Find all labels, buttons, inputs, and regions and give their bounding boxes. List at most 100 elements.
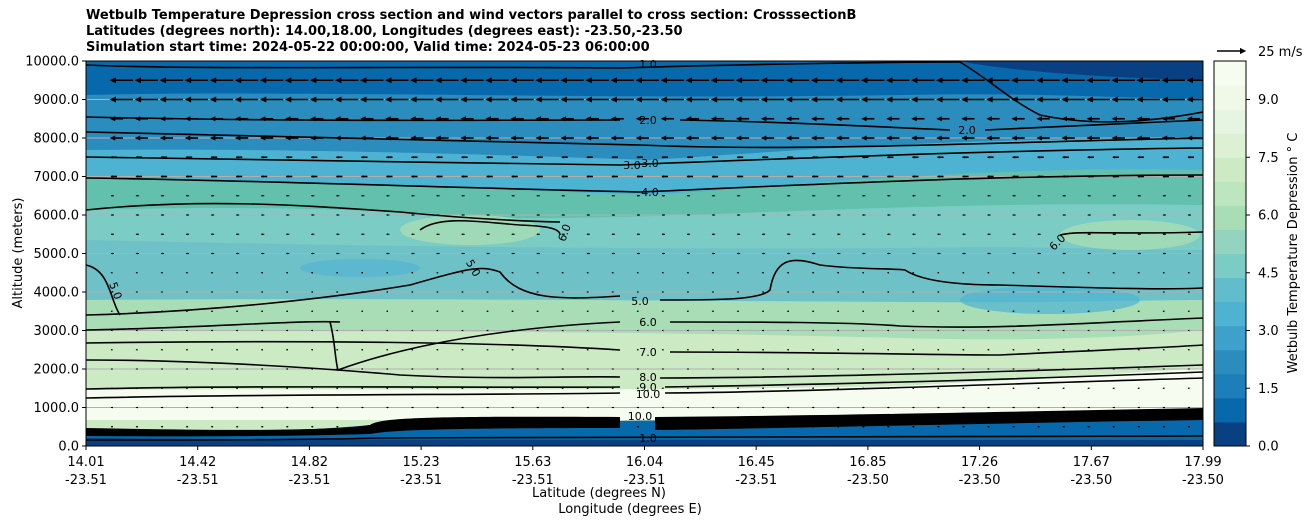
wind-vector-head — [385, 77, 392, 84]
wind-vector-head — [259, 77, 267, 84]
wind-vector-head — [711, 214, 714, 216]
wind-vector-head — [386, 310, 389, 313]
wind-vector-head — [686, 271, 689, 274]
wind-reference-key: 25 m/s — [1217, 45, 1303, 60]
wind-vector-head — [361, 271, 363, 274]
wind-vector-head — [661, 271, 664, 274]
wind-vector-head — [636, 348, 639, 351]
wind-vector-head — [511, 271, 514, 274]
wind-vector-head — [636, 155, 640, 159]
wind-vector-head — [160, 194, 163, 197]
wind-vector-head — [861, 368, 864, 370]
wind-vector-head — [134, 135, 141, 141]
wind-vector-head — [761, 425, 764, 428]
wind-vector-head — [335, 348, 338, 351]
wind-vector-head — [937, 252, 940, 255]
wind-vector-head — [635, 116, 642, 122]
colorbar-ticks: 0.0 1.5 3.0 4.5 6.0 7.5 9.0 — [1246, 93, 1279, 455]
wind-vector-head — [1112, 387, 1115, 390]
wind-vector-head — [210, 291, 213, 293]
wind-vector-head — [260, 135, 266, 141]
wind-vector-head — [611, 194, 614, 197]
wind-vector-head — [335, 252, 338, 255]
wind-vector-head — [110, 155, 114, 159]
colorbar-tick-label: 4.5 — [1258, 266, 1279, 281]
wind-vector-head — [536, 348, 539, 351]
wind-vector-head — [1087, 310, 1090, 313]
wind-vector-head — [511, 368, 514, 370]
wind-vector-head — [1012, 214, 1015, 216]
wind-vector-head — [962, 214, 965, 216]
wind-vector-head — [1162, 175, 1166, 178]
wind-vector-head — [761, 155, 765, 159]
wind-vector-head — [536, 271, 539, 274]
wind-vector-head — [786, 252, 789, 255]
wind-vector-head — [736, 271, 739, 274]
wind-vector-head — [585, 116, 592, 122]
wind-vector-head — [285, 291, 288, 293]
wind-vector-head — [635, 135, 642, 141]
wind-vector-head — [711, 425, 714, 428]
wind-vector-head — [761, 329, 764, 332]
wind-vector-head — [660, 77, 668, 84]
wind-vector-head — [260, 329, 263, 332]
wind-vector-head — [761, 271, 764, 274]
wind-vector-head — [511, 214, 514, 216]
wind-vector-head — [661, 175, 665, 178]
wind-vector-head — [1162, 194, 1165, 197]
wind-vector-head — [1112, 291, 1115, 293]
y-axis-label: Altitude (meters) — [11, 198, 26, 309]
wind-vector-head — [1112, 310, 1115, 313]
moist-patch-2 — [300, 259, 420, 277]
surface-dense-contours — [86, 416, 620, 437]
wind-vector-head — [436, 329, 439, 332]
wind-vector-head — [636, 252, 639, 255]
wind-vector-head — [937, 271, 940, 274]
wind-vector-head — [361, 406, 363, 409]
wind-vector-head — [210, 252, 213, 255]
wind-vector-head — [486, 406, 489, 409]
contour-label: 2.0 — [958, 124, 976, 137]
wind-vector-head — [611, 291, 614, 293]
wind-vector-head — [611, 252, 614, 255]
wind-vector-head — [285, 329, 288, 332]
wind-vector-head — [235, 214, 238, 216]
x-axis-label-longitude: Longitude (degrees E) — [558, 502, 702, 517]
wind-vector-head — [861, 233, 864, 236]
y-tick-label: 3000.0 — [34, 324, 80, 339]
wind-vector-head — [1162, 425, 1165, 428]
wind-vector-head — [987, 406, 990, 409]
wind-vector-head — [736, 175, 740, 178]
wind-vector-head — [1187, 310, 1190, 313]
wind-vector-head — [1012, 368, 1015, 370]
wind-vector-head — [761, 310, 764, 313]
wind-vector-head — [335, 155, 339, 159]
wind-vector-head — [761, 175, 765, 178]
wind-vector-head — [885, 77, 893, 84]
wind-vector-head — [385, 96, 392, 103]
wind-vector-head — [586, 387, 589, 390]
contour-label: 1.0 — [639, 432, 657, 445]
wind-vector-head — [861, 329, 864, 332]
contour-label: 10.0 — [636, 388, 661, 401]
colorbar-band — [1214, 181, 1246, 206]
wind-vector-head — [986, 116, 992, 122]
wind-vector-head — [560, 77, 567, 84]
wind-vector-head — [110, 425, 113, 428]
wind-vector-head — [460, 77, 467, 84]
wind-vector-head — [511, 291, 514, 293]
wind-vector-head — [987, 252, 990, 255]
wind-vector-head — [386, 348, 389, 351]
wind-vector-head — [785, 135, 792, 141]
wind-vector-head — [786, 329, 789, 332]
wind-vector-head — [436, 271, 439, 274]
wind-vector-head — [235, 194, 238, 197]
wind-vector-head — [912, 387, 914, 390]
wind-vector-head — [511, 233, 514, 236]
wind-vector-head — [285, 406, 288, 409]
wind-vector-head — [260, 387, 263, 390]
wind-vector-head — [435, 96, 442, 103]
wind-vector-head — [411, 348, 414, 351]
wind-vector-head — [835, 77, 843, 84]
wind-vector-head — [962, 329, 965, 332]
